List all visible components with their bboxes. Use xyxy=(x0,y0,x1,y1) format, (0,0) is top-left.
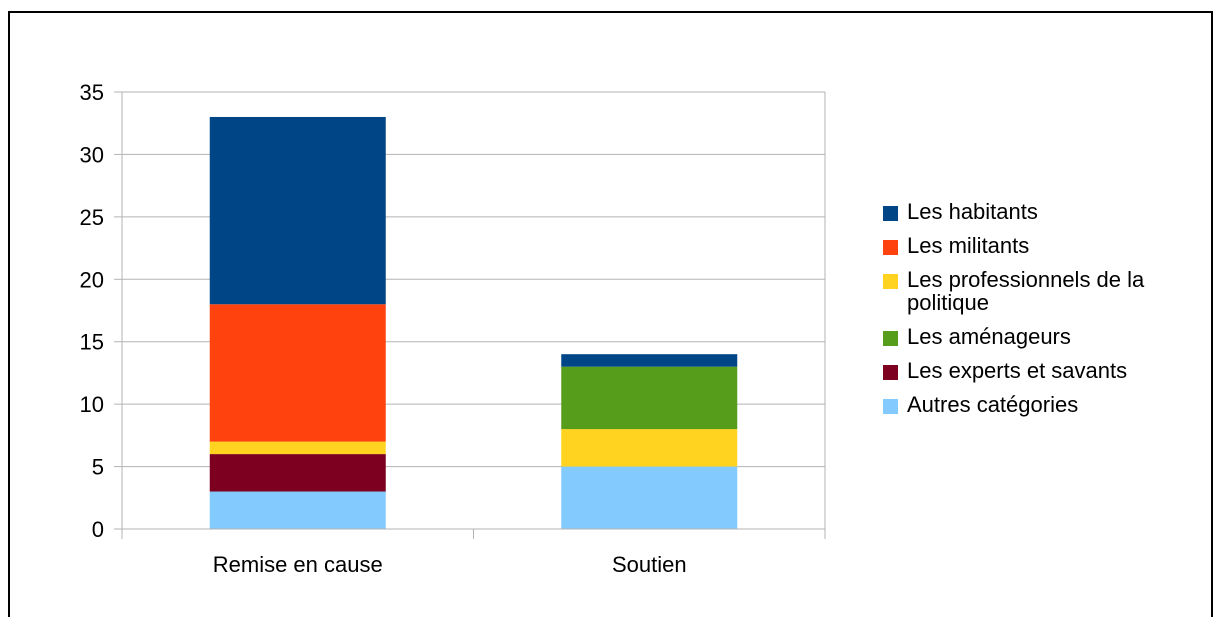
legend-label: Les habitants xyxy=(907,199,1038,224)
legend-swatch xyxy=(883,365,898,380)
legend-item: Autres catégories xyxy=(883,393,1203,416)
bar-segment-les-am-nageurs-2 xyxy=(561,366,738,430)
legend-swatch xyxy=(883,240,898,255)
y-tick-label: 5 xyxy=(92,455,104,480)
legend-swatch xyxy=(883,399,898,414)
x-axis-ticks: Remise en cause Soutien xyxy=(121,529,826,577)
legend-label: Les professionnels de la politique xyxy=(907,267,1145,315)
x-tick-label: Soutien xyxy=(612,552,687,577)
legend-label: Les militants xyxy=(907,233,1030,258)
bar-segment-autres-cat-gories-1 xyxy=(209,491,386,529)
legend-item: Les habitants xyxy=(883,200,1203,223)
chart-frame xyxy=(8,11,1213,617)
legend-label: Autres catégories xyxy=(907,392,1079,417)
legend-item: Les professionnels de la politique xyxy=(883,268,1203,314)
legend-swatch xyxy=(883,206,898,221)
legend-item: Les aménageurs xyxy=(883,325,1203,348)
y-tick-label: 15 xyxy=(80,330,104,355)
bar-segment-les-professionnels-de-la-politique-1 xyxy=(209,441,386,455)
x-tick-label: Remise en cause xyxy=(213,552,383,577)
bar-segment-les-experts-et-savants-1 xyxy=(209,454,386,492)
legend-label: Les aménageurs xyxy=(907,324,1071,349)
y-tick-label: 35 xyxy=(80,80,104,105)
y-tick-label: 20 xyxy=(80,267,104,292)
y-axis-ticks: 0 5 10 15 20 25 30 35 xyxy=(80,80,122,542)
bar-segment-les-professionnels-de-la-politique-2 xyxy=(561,429,738,467)
legend-item: Les militants xyxy=(883,234,1203,257)
legend-swatch xyxy=(883,331,898,346)
legend: Les habitants Les militants Les profession… xyxy=(883,200,1203,427)
legend-item: Les experts et savants xyxy=(883,359,1203,382)
legend-swatch xyxy=(883,274,898,289)
bars xyxy=(209,116,738,529)
bar-segment-les-militants-1 xyxy=(209,304,386,442)
bar-segment-autres-cat-gories-2 xyxy=(561,466,738,529)
y-tick-label: 25 xyxy=(80,205,104,230)
bar-segment-les-habitants-1 xyxy=(209,116,386,305)
bar-segment-les-habitants-2 xyxy=(561,354,738,367)
legend-label: Les experts et savants xyxy=(907,358,1128,383)
y-tick-label: 0 xyxy=(92,517,104,542)
y-tick-label: 30 xyxy=(80,142,104,167)
y-tick-label: 10 xyxy=(80,392,104,417)
